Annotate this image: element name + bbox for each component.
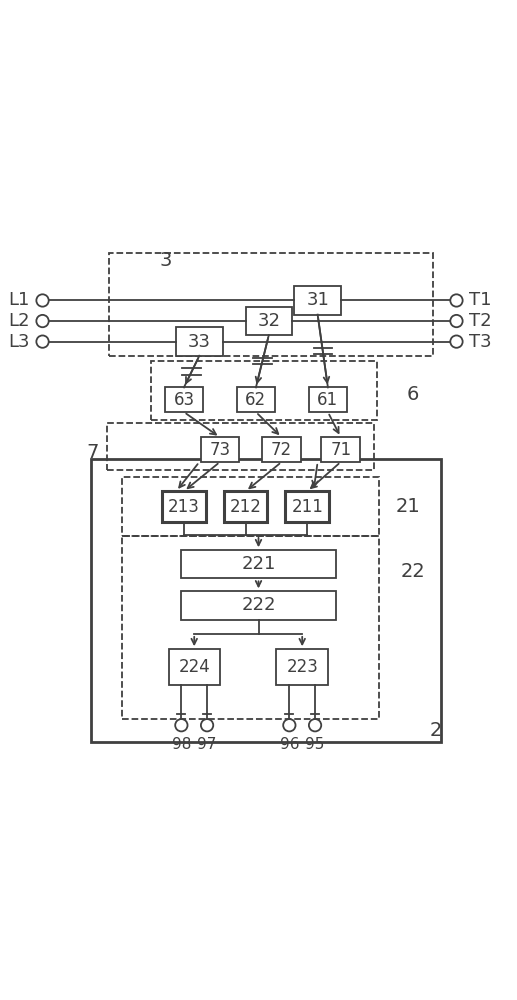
FancyBboxPatch shape [309,387,347,412]
Text: 72: 72 [271,441,292,459]
FancyBboxPatch shape [237,387,275,412]
Text: 96: 96 [280,737,299,752]
FancyBboxPatch shape [277,649,328,685]
Text: 31: 31 [306,291,329,309]
Text: 222: 222 [241,596,276,614]
FancyBboxPatch shape [181,550,336,578]
Text: 98: 98 [172,737,191,752]
Text: L2: L2 [8,312,29,330]
Text: 63: 63 [173,391,194,409]
Text: 212: 212 [230,498,262,516]
Text: 71: 71 [330,441,352,459]
Circle shape [175,719,188,731]
FancyBboxPatch shape [246,307,292,335]
Circle shape [309,719,321,731]
FancyBboxPatch shape [164,387,203,412]
FancyBboxPatch shape [295,286,341,315]
Circle shape [283,719,296,731]
FancyBboxPatch shape [285,491,329,522]
FancyBboxPatch shape [322,437,360,462]
Circle shape [36,294,49,307]
Text: 97: 97 [197,737,217,752]
Text: 223: 223 [286,658,318,676]
Text: T3: T3 [469,333,492,351]
Text: T1: T1 [469,291,492,309]
FancyBboxPatch shape [224,491,267,522]
FancyBboxPatch shape [262,437,301,462]
Text: 32: 32 [257,312,280,330]
Circle shape [450,294,463,307]
FancyBboxPatch shape [162,491,206,522]
Text: 3: 3 [160,251,172,270]
Text: 33: 33 [188,333,211,351]
Text: 73: 73 [209,441,231,459]
Text: 2: 2 [430,721,442,740]
Text: 224: 224 [178,658,210,676]
Text: 61: 61 [317,391,339,409]
Text: 21: 21 [396,497,420,516]
Text: L1: L1 [8,291,29,309]
FancyBboxPatch shape [92,459,441,742]
FancyBboxPatch shape [201,437,239,462]
Circle shape [450,335,463,348]
Text: 221: 221 [241,555,276,573]
Circle shape [36,335,49,348]
Circle shape [36,315,49,327]
Text: 7: 7 [87,443,99,462]
Text: 211: 211 [292,498,323,516]
Text: 213: 213 [168,498,200,516]
Text: 62: 62 [246,391,266,409]
FancyBboxPatch shape [181,591,336,620]
Text: 22: 22 [400,562,425,581]
Circle shape [201,719,213,731]
Text: T2: T2 [469,312,492,330]
Text: 6: 6 [406,385,419,404]
FancyBboxPatch shape [176,327,222,356]
Circle shape [450,315,463,327]
FancyBboxPatch shape [169,649,220,685]
Text: 95: 95 [306,737,325,752]
Text: L3: L3 [8,333,29,351]
